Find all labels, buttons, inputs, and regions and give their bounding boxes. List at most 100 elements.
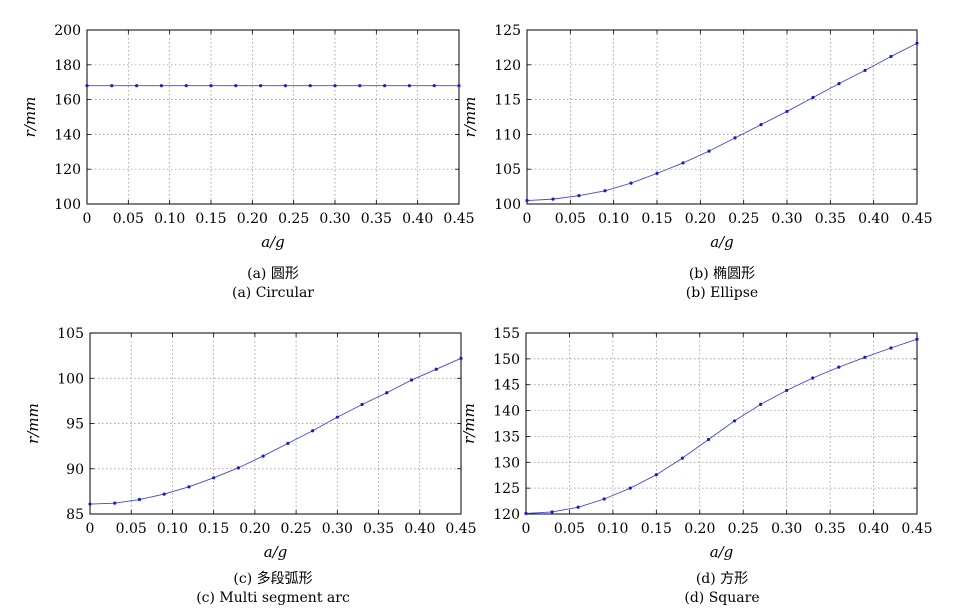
- data-point: [602, 497, 606, 501]
- plot-frame: [86, 29, 460, 205]
- data-point: [889, 346, 893, 350]
- x-tick-label: 0.15: [641, 521, 672, 537]
- data-point: [113, 501, 117, 505]
- data-point: [259, 84, 263, 88]
- y-axis-label: r/mm: [21, 97, 39, 138]
- data-point: [811, 95, 815, 100]
- y-tick-label: 125: [493, 481, 520, 497]
- y-tick-label: 105: [57, 326, 84, 342]
- data-point: [525, 198, 529, 203]
- x-tick-label: 0: [86, 521, 95, 537]
- x-tick-label: 0.35: [363, 521, 394, 537]
- data-point: [283, 84, 287, 88]
- y-axis-label: r/mm: [461, 97, 479, 138]
- x-tick-label: 0.30: [771, 521, 802, 537]
- y-tick-label: 125: [494, 23, 521, 39]
- data-point: [759, 402, 763, 406]
- x-tick-label: 0: [83, 211, 92, 227]
- data-point: [915, 41, 919, 45]
- x-tick-label: 0.40: [404, 521, 435, 537]
- data-point: [85, 84, 89, 88]
- data-point: [286, 441, 290, 446]
- data-point: [308, 84, 312, 88]
- x-tick-label: 0.15: [641, 211, 672, 227]
- data-point: [184, 84, 188, 88]
- plot-frame: [526, 29, 918, 205]
- x-tick-label: 0.20: [237, 211, 268, 227]
- x-tick-label: 0.35: [815, 521, 846, 537]
- data-point: [706, 437, 711, 442]
- x-tick-label: 0.25: [278, 211, 309, 227]
- data-point: [360, 402, 364, 407]
- data-point: [110, 84, 114, 88]
- data-point: [837, 81, 841, 86]
- data-point: [137, 497, 142, 502]
- y-tick-label: 140: [54, 127, 81, 143]
- data-point: [733, 136, 737, 140]
- caption-d: (d) 方形 (d) Square: [582, 570, 862, 608]
- x-tick-label: 0.40: [858, 211, 889, 227]
- caption-b-cn: (b) 椭圆形: [688, 266, 756, 282]
- data-point: [577, 194, 581, 198]
- x-tick-label: 0.15: [198, 521, 229, 537]
- data-point: [236, 466, 240, 470]
- caption-d-en: (d) Square: [684, 590, 760, 606]
- y-tick-label: 200: [54, 23, 81, 39]
- data-point: [311, 429, 315, 433]
- y-axis-label: r/mm: [460, 403, 478, 444]
- data-point: [261, 454, 265, 458]
- y-tick-label: 120: [493, 507, 520, 523]
- caption-c-cn: (c) 多段弧形: [233, 571, 313, 587]
- x-tick-label: 0.15: [195, 211, 226, 227]
- x-tick-label: 0.10: [597, 521, 628, 537]
- x-tick-label: 0.45: [445, 521, 476, 537]
- data-point: [407, 84, 411, 88]
- data-point: [863, 68, 867, 72]
- x-tick-label: 0.20: [685, 211, 716, 227]
- caption-a-cn: (a) 圆形: [247, 266, 299, 282]
- x-axis-label: a/g: [710, 543, 734, 561]
- data-point: [550, 510, 554, 514]
- x-tick-label: 0.40: [858, 521, 889, 537]
- y-axis-label: r/mm: [24, 403, 42, 444]
- data-point: [603, 189, 607, 193]
- data-point: [135, 84, 139, 88]
- data-point: [655, 171, 659, 175]
- data-point: [837, 365, 841, 369]
- y-tick-label: 120: [494, 58, 521, 74]
- y-tick-label: 180: [54, 58, 81, 74]
- series-line: [526, 42, 918, 201]
- data-point: [915, 337, 919, 341]
- data-point: [576, 505, 580, 509]
- x-tick-label: 0.45: [901, 211, 932, 227]
- data-point: [333, 84, 337, 88]
- y-tick-label: 155: [493, 326, 520, 342]
- y-tick-label: 115: [494, 93, 521, 109]
- x-tick-label: 0.25: [281, 521, 312, 537]
- data-point: [162, 492, 166, 496]
- data-point: [159, 84, 163, 88]
- data-point: [785, 109, 789, 114]
- data-point: [459, 356, 463, 360]
- y-tick-label: 160: [54, 93, 81, 109]
- x-axis-label: a/g: [710, 233, 734, 251]
- data-point: [335, 415, 339, 419]
- y-tick-label: 90: [66, 462, 84, 478]
- data-point: [234, 84, 238, 88]
- x-tick-label: 0.45: [901, 521, 932, 537]
- x-tick-label: 0.05: [555, 211, 586, 227]
- x-axis-label: a/g: [261, 233, 285, 251]
- x-tick-label: 0.25: [728, 521, 759, 537]
- series-line: [525, 338, 918, 514]
- y-tick-label: 135: [493, 429, 520, 445]
- x-tick-label: 0.05: [113, 211, 144, 227]
- data-point: [759, 123, 763, 127]
- x-tick-label: 0.30: [322, 521, 353, 537]
- caption-d-cn: (d) 方形: [695, 571, 749, 587]
- y-tick-label: 85: [66, 507, 84, 523]
- x-tick-label: 0.10: [598, 211, 629, 227]
